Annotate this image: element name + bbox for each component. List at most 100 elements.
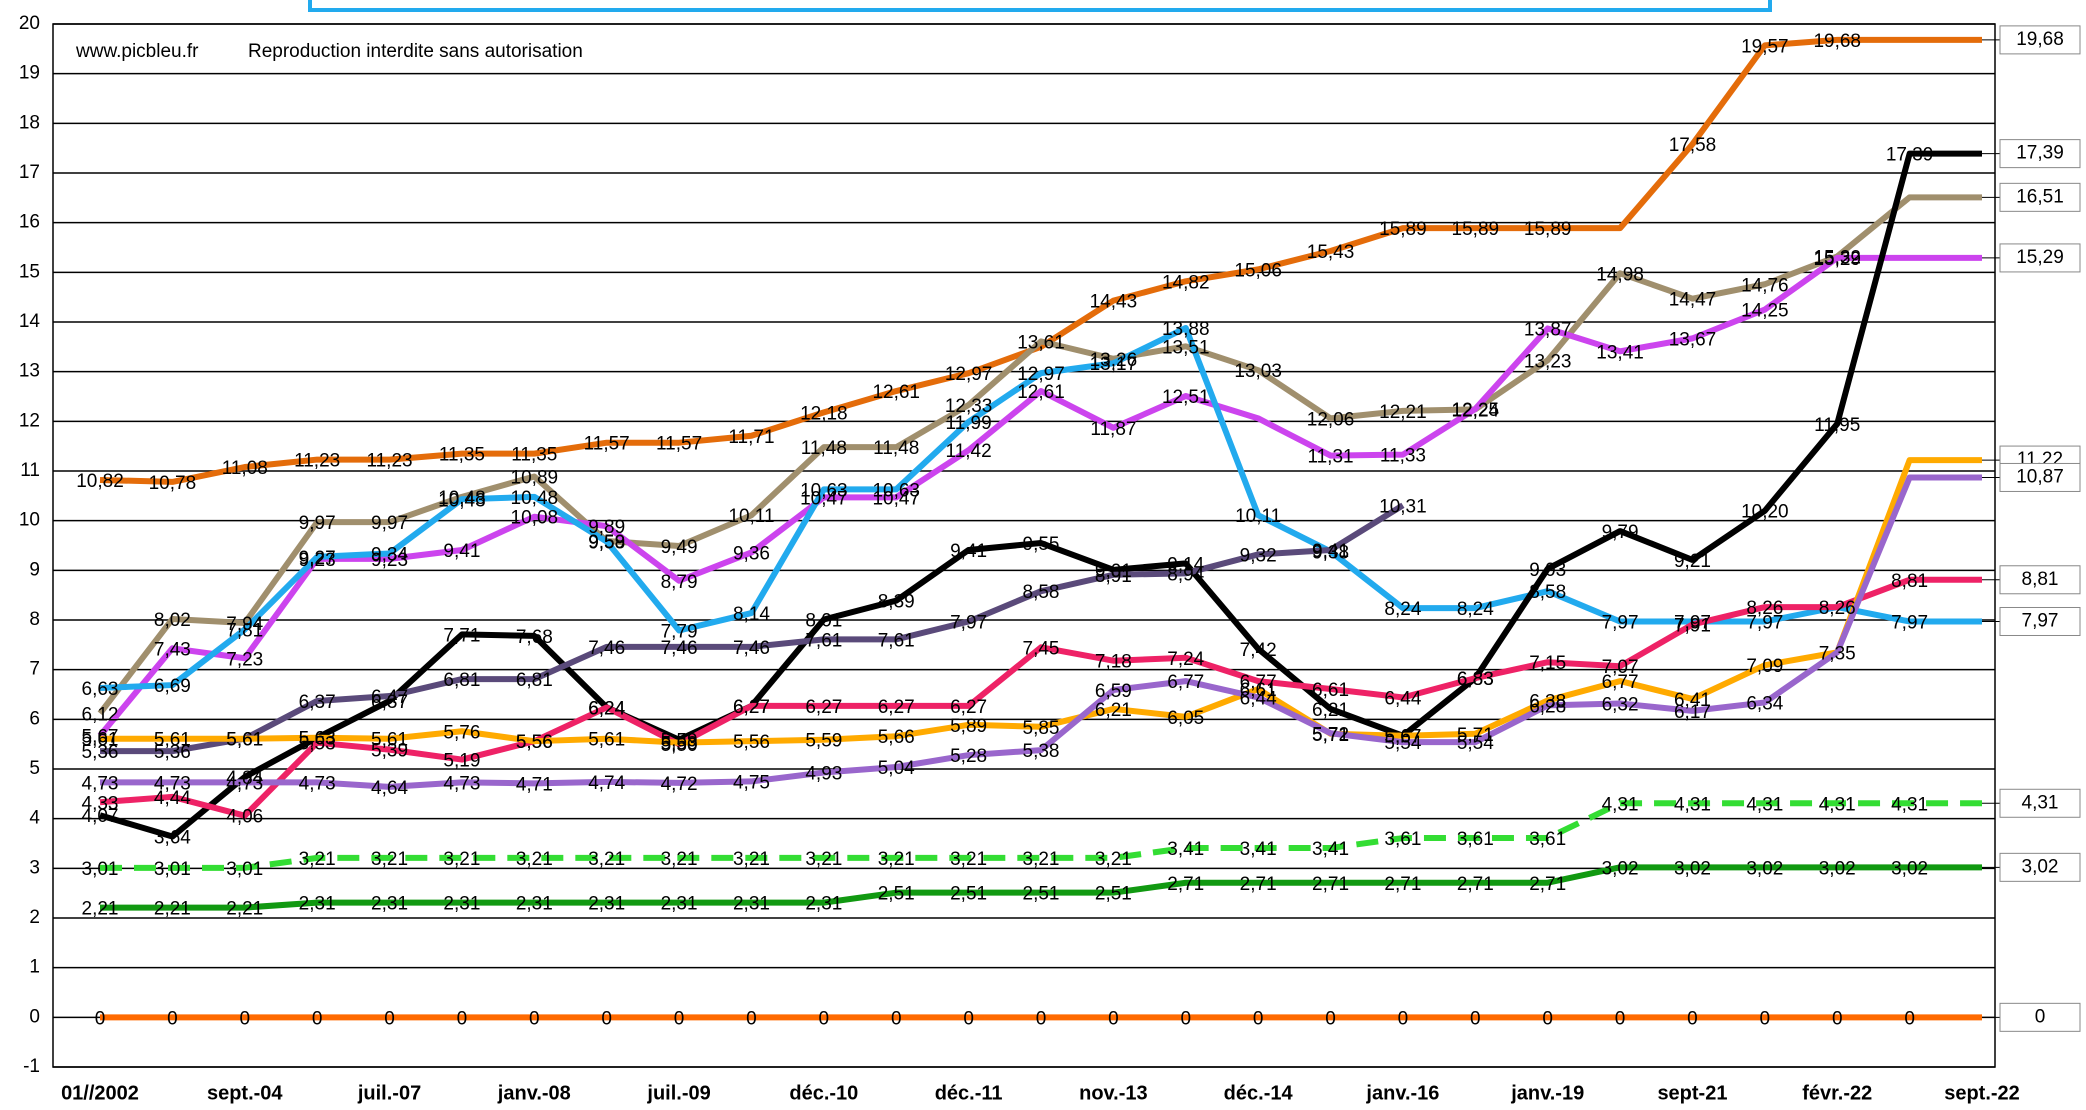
value-label: 5,50 bbox=[661, 735, 698, 756]
value-label: 0 bbox=[1542, 1008, 1553, 1029]
value-label: 0 bbox=[1108, 1008, 1119, 1029]
watermark: www.picbleu.fr bbox=[75, 41, 199, 62]
x-tick-label: juil.-07 bbox=[357, 1082, 421, 1104]
value-label: 13,87 bbox=[1524, 319, 1572, 340]
value-label: 5,28 bbox=[950, 746, 987, 767]
value-label: 6,24 bbox=[588, 698, 625, 719]
value-label: 5,56 bbox=[516, 732, 553, 753]
value-label: 0 bbox=[1036, 1008, 1047, 1029]
value-label: 9,21 bbox=[1674, 551, 1711, 572]
value-label: 17,39 bbox=[1886, 145, 1934, 166]
value-label: 7,94 bbox=[226, 614, 263, 635]
value-label: 9,32 bbox=[1240, 545, 1277, 566]
value-label: 2,71 bbox=[1312, 874, 1349, 895]
value-label: 7,35 bbox=[1819, 643, 1856, 664]
value-label: 11,48 bbox=[873, 438, 919, 459]
value-label: 3,41 bbox=[1240, 839, 1277, 860]
value-label: 9,41 bbox=[1312, 541, 1349, 562]
value-label: 13,17 bbox=[1090, 354, 1138, 375]
value-label: 0 bbox=[1687, 1008, 1698, 1029]
value-label: 5,56 bbox=[516, 732, 553, 753]
series-line bbox=[100, 502, 1405, 755]
value-label: 5,39 bbox=[371, 741, 408, 762]
y-tick-label: 20 bbox=[19, 13, 40, 34]
value-label: 6,27 bbox=[805, 697, 842, 718]
value-label: 4,31 bbox=[1819, 794, 1856, 815]
value-label: 0 bbox=[1398, 1008, 1409, 1029]
value-label: 7,97 bbox=[950, 613, 987, 634]
value-label: 4,31 bbox=[1602, 794, 1639, 815]
value-label: 6,27 bbox=[733, 697, 770, 718]
y-tick-label: 8 bbox=[29, 609, 40, 630]
value-label: 6,28 bbox=[1529, 696, 1566, 717]
value-label: 9,14 bbox=[1167, 554, 1204, 575]
value-label: 6,21 bbox=[1312, 700, 1349, 721]
y-tick-label: 2 bbox=[29, 907, 40, 928]
series-line bbox=[99, 36, 1982, 485]
value-label: 2,71 bbox=[1529, 874, 1566, 895]
value-label: 5,61 bbox=[226, 730, 263, 751]
value-label: 0 bbox=[1325, 1008, 1336, 1029]
value-label: 5,67 bbox=[1384, 727, 1421, 748]
callout-box bbox=[1999, 182, 2081, 212]
value-label: 13,67 bbox=[1669, 329, 1717, 350]
value-label: 19,68 bbox=[2016, 29, 2064, 50]
value-label: 6,38 bbox=[1529, 691, 1566, 712]
series-line bbox=[99, 150, 1982, 840]
value-label: 9,36 bbox=[733, 543, 770, 564]
value-label: 7,07 bbox=[1602, 657, 1639, 678]
series-line bbox=[100, 474, 1982, 790]
value-label: 5,54 bbox=[1457, 733, 1494, 754]
callout-box bbox=[1999, 606, 2081, 636]
value-label: 10,89 bbox=[511, 467, 559, 488]
value-label: 7,15 bbox=[1529, 653, 1566, 674]
value-label: 8,02 bbox=[154, 610, 191, 631]
value-label: 3,02 bbox=[1819, 858, 1856, 879]
callout-box bbox=[1999, 852, 2081, 882]
value-label: 8,81 bbox=[2022, 569, 2059, 590]
value-label: 2,51 bbox=[878, 884, 915, 905]
value-label: 3,21 bbox=[805, 849, 842, 870]
value-label: 8,81 bbox=[1891, 571, 1928, 592]
value-label: 0 bbox=[963, 1008, 974, 1029]
callout-box bbox=[1999, 565, 2081, 595]
value-label: 6,05 bbox=[1167, 708, 1204, 729]
y-tick-label: 9 bbox=[29, 559, 40, 580]
value-label: 10,87 bbox=[2016, 466, 2064, 487]
value-label: 15,29 bbox=[2016, 247, 2064, 268]
value-label: 3,21 bbox=[1095, 849, 1132, 870]
value-label: 11,08 bbox=[222, 458, 268, 479]
value-label: 6,44 bbox=[1384, 688, 1421, 709]
value-label: 5,61 bbox=[154, 730, 191, 751]
value-label: 4,31 bbox=[1674, 794, 1711, 815]
x-tick-label: janv.-16 bbox=[1365, 1082, 1439, 1104]
value-label: 11,23 bbox=[366, 451, 412, 472]
value-label: 7,45 bbox=[1023, 638, 1060, 659]
value-label: 9,49 bbox=[661, 537, 698, 558]
value-label: 12,51 bbox=[1162, 387, 1210, 408]
value-label: 13,26 bbox=[1090, 350, 1138, 371]
value-label: 11,95 bbox=[1814, 415, 1860, 436]
value-label: 8,91 bbox=[1095, 566, 1132, 587]
value-label: 6,83 bbox=[1457, 669, 1494, 690]
value-label: 3,21 bbox=[878, 849, 915, 870]
value-label: 6,12 bbox=[82, 704, 119, 725]
value-label: 5,63 bbox=[299, 729, 336, 750]
value-label: 4,74 bbox=[588, 773, 625, 794]
value-label: 6,77 bbox=[1602, 672, 1639, 693]
value-label: 13,03 bbox=[1234, 361, 1282, 382]
value-label: 7,61 bbox=[805, 630, 842, 651]
y-tick-label: 4 bbox=[29, 808, 40, 829]
value-label: 19,57 bbox=[1741, 36, 1789, 57]
value-label: 5,76 bbox=[443, 722, 480, 743]
value-label: 12,97 bbox=[1017, 364, 1065, 385]
value-label: 2,51 bbox=[950, 884, 987, 905]
value-label: 14,76 bbox=[1741, 275, 1789, 296]
value-label: 11,99 bbox=[946, 413, 992, 434]
value-label: 7,97 bbox=[1674, 613, 1711, 634]
value-label: 4,73 bbox=[299, 773, 336, 794]
value-label: 6,61 bbox=[1240, 680, 1277, 701]
value-label: 7,46 bbox=[661, 638, 698, 659]
value-label: 6,81 bbox=[443, 670, 480, 691]
